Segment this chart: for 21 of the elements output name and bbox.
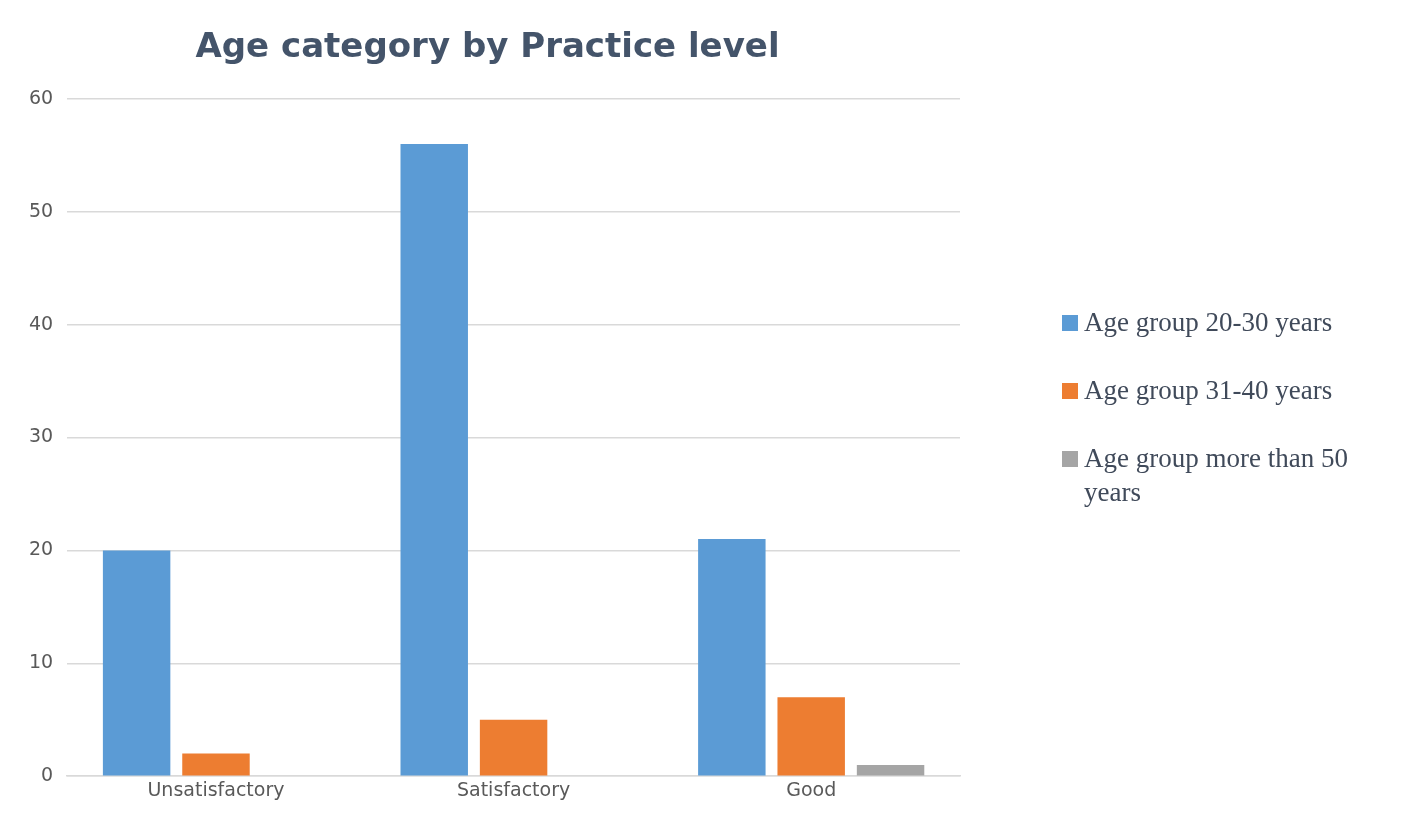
bar: [479, 719, 548, 776]
bar: [182, 753, 250, 776]
y-tick-label: 40: [28, 311, 54, 334]
y-tick-label: 50: [28, 198, 54, 221]
legend-label: Age group 20-30 years: [1084, 306, 1333, 339]
y-tick-label: 10: [28, 650, 54, 673]
x-tick-label: Good: [786, 777, 837, 800]
y-tick-label: 60: [28, 85, 54, 108]
x-tick-label: Unsatisfactory: [147, 777, 285, 800]
legend-label: Age group more than 50 years: [1084, 442, 1349, 509]
y-tick-label: 30: [28, 424, 54, 447]
legend-label: Age group 31-40 years: [1084, 374, 1333, 407]
x-tick-label: Satisfactory: [456, 777, 571, 800]
bar: [856, 764, 925, 776]
y-tick-label: 20: [28, 537, 54, 560]
y-tick-label: 0: [41, 763, 54, 786]
bar: [777, 697, 845, 776]
bar: [400, 143, 468, 776]
bar: [102, 550, 171, 776]
bar: [698, 539, 766, 776]
chart-title: Age category by Practice level: [195, 25, 780, 66]
